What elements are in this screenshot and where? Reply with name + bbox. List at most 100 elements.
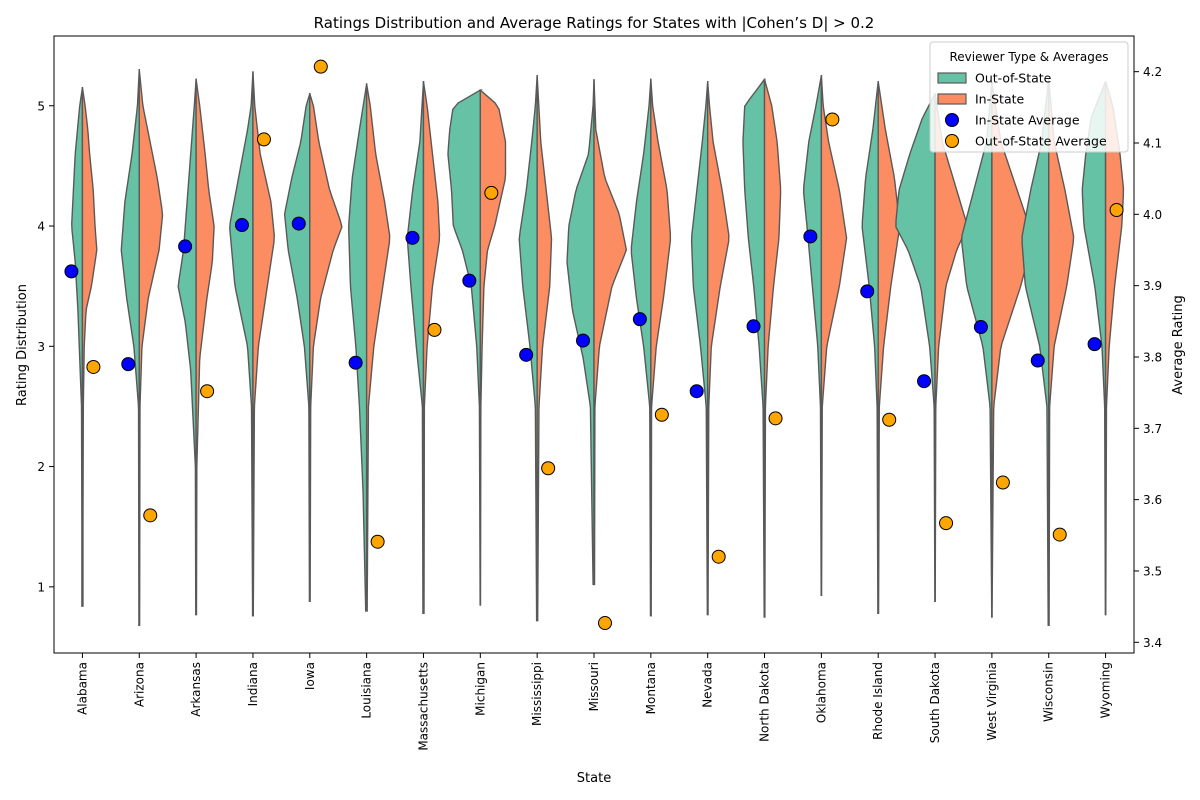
in-state-average-point-montana xyxy=(632,312,647,327)
in-state-average-point-massachusetts xyxy=(405,230,420,245)
violin-missouri xyxy=(566,79,628,586)
out-of-state-average-point-nevada xyxy=(711,549,726,564)
in-state-average-point-south-dakota xyxy=(917,374,932,389)
in-state-average-point-north-dakota xyxy=(746,319,761,334)
violin-oklahoma-out-of-state xyxy=(802,74,823,596)
x-tick-label-massachusetts: Massachusetts xyxy=(416,662,430,751)
legend-label-in-state-average: In-State Average xyxy=(975,113,1080,128)
violin-iowa-in-state xyxy=(309,93,343,602)
legend-swatch-out-of-state xyxy=(937,72,967,84)
violin-arkansas-out-of-state xyxy=(177,78,197,616)
in-state-average-point-rhode-island xyxy=(860,284,875,299)
out-of-state-average-point-michigan xyxy=(484,185,499,200)
violin-michigan xyxy=(447,89,507,606)
violin-massachusetts-out-of-state xyxy=(406,81,425,615)
in-state-average-point-wyoming xyxy=(1087,337,1102,352)
x-tick-label-alabama: Alabama xyxy=(75,662,89,715)
x-tick-label-michigan: Michigan xyxy=(473,662,487,716)
violin-louisiana-out-of-state xyxy=(348,83,368,612)
x-axis-label: State xyxy=(577,771,611,786)
violin-massachusetts-in-state xyxy=(422,81,441,615)
out-of-state-average-point-missouri xyxy=(598,616,612,631)
x-tick-label-mississippi: Mississippi xyxy=(530,662,544,726)
legend-label-out-of-state-average: Out-of-State Average xyxy=(975,134,1107,149)
violin-mississippi-in-state xyxy=(536,74,553,622)
violin-west-virginia-out-of-state xyxy=(961,81,993,618)
in-state-average-point-wisconsin xyxy=(1030,353,1045,368)
violin-indiana-out-of-state xyxy=(229,71,254,617)
violin-west-virginia-in-state xyxy=(991,81,1034,618)
violin-west-virginia xyxy=(961,81,1034,618)
in-state-average-point-arkansas xyxy=(178,239,193,254)
y2-tick-label: 4.1 xyxy=(1143,136,1162,150)
x-tick-label-north-dakota: North Dakota xyxy=(758,662,772,742)
violin-montana-out-of-state xyxy=(630,78,652,617)
out-of-state-average-point-wisconsin xyxy=(1052,527,1067,542)
y2-tick-label: 3.6 xyxy=(1143,493,1162,507)
violin-michigan-in-state xyxy=(479,89,507,606)
violin-montana xyxy=(630,78,672,617)
out-of-state-average-point-arizona xyxy=(143,508,158,523)
out-of-state-average-point-south-dakota xyxy=(939,516,954,531)
out-of-state-average-point-montana xyxy=(654,407,669,422)
violin-arizona-out-of-state xyxy=(120,68,140,627)
in-state-average-point-indiana xyxy=(234,218,249,233)
y2-tick-label: 3.9 xyxy=(1143,279,1162,293)
x-tick-label-arizona: Arizona xyxy=(132,662,146,707)
y-axis-right: 3.4 3.5 3.6 3.7 3.8 3.9 4.0 4.1 4.2 xyxy=(1134,65,1162,650)
y2-tick-label: 3.5 xyxy=(1143,564,1162,578)
in-state-average-point-west-virginia xyxy=(973,320,988,335)
y-tick-label: 5 xyxy=(37,99,45,113)
legend-marker-out-of-state-average xyxy=(945,134,959,148)
violin-nevada-out-of-state xyxy=(690,81,709,616)
out-of-state-average-point-arkansas xyxy=(200,384,215,399)
x-tick-label-rhode-island: Rhode Island xyxy=(871,662,885,740)
out-of-state-average-point-alabama xyxy=(86,359,101,374)
violin-oklahoma-in-state xyxy=(820,74,848,596)
y-tick-label: 4 xyxy=(37,220,45,234)
violin-mississippi-out-of-state xyxy=(518,74,538,622)
out-of-state-average-point-oklahoma xyxy=(825,112,840,127)
out-of-state-average-point-north-dakota xyxy=(768,411,783,426)
legend-marker-in-state-average xyxy=(945,113,959,127)
violin-mississippi xyxy=(518,74,553,622)
x-tick-label-nevada: Nevada xyxy=(701,662,715,708)
out-of-state-average-point-wyoming xyxy=(1109,203,1124,218)
violin-missouri-in-state xyxy=(593,79,628,586)
violin-massachusetts xyxy=(406,81,441,615)
in-state-average-point-alabama xyxy=(64,264,79,279)
violin-wyoming-in-state xyxy=(1104,81,1125,616)
legend-label-in-state: In-State xyxy=(975,92,1025,107)
violin-nevada-in-state xyxy=(706,81,730,616)
x-tick-label-montana: Montana xyxy=(644,662,658,714)
x-tick-label-west-virginia: West Virginia xyxy=(985,662,999,741)
y2-tick-label: 3.7 xyxy=(1143,422,1162,436)
y2-tick-label: 3.4 xyxy=(1143,636,1162,650)
out-of-state-average-point-mississippi xyxy=(541,461,556,476)
violin-layer xyxy=(71,68,1125,627)
y2-axis-label: Average Rating xyxy=(1171,295,1186,394)
in-state-average-point-mississippi xyxy=(519,347,534,362)
violin-michigan-out-of-state xyxy=(447,89,483,606)
average-points-layer xyxy=(64,59,1124,631)
violin-alabama-out-of-state xyxy=(71,87,84,607)
out-of-state-average-point-iowa xyxy=(313,59,328,74)
violin-oklahoma xyxy=(802,74,848,596)
y-tick-label: 1 xyxy=(37,580,45,594)
violin-rhode-island-out-of-state xyxy=(861,81,879,615)
legend-box xyxy=(929,41,1129,153)
in-state-average-point-oklahoma xyxy=(803,229,818,244)
violin-north-dakota-out-of-state xyxy=(742,78,766,618)
in-state-average-point-nevada xyxy=(689,384,704,399)
violin-nevada xyxy=(690,81,730,616)
violin-south-dakota xyxy=(895,93,968,602)
violin-arkansas xyxy=(177,78,215,616)
out-of-state-average-point-rhode-island xyxy=(882,412,897,427)
out-of-state-average-point-indiana xyxy=(256,132,271,147)
violin-iowa-out-of-state xyxy=(283,93,311,602)
violin-louisiana-in-state xyxy=(365,83,391,612)
violin-north-dakota xyxy=(742,78,782,618)
violin-indiana-in-state xyxy=(252,71,275,617)
violin-wyoming xyxy=(1081,81,1125,616)
